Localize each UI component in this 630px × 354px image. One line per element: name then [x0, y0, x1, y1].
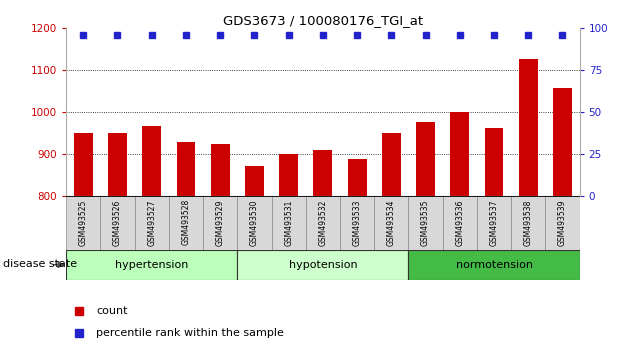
Bar — [546, 196, 580, 250]
Bar — [382, 133, 401, 196]
Text: GSM493527: GSM493527 — [147, 199, 156, 246]
Text: GSM493532: GSM493532 — [318, 199, 328, 246]
Bar — [279, 154, 298, 196]
Bar — [74, 133, 93, 196]
Bar — [416, 122, 435, 196]
Bar — [443, 196, 477, 250]
Bar — [374, 196, 408, 250]
Bar — [348, 159, 367, 196]
Text: GSM493530: GSM493530 — [250, 199, 259, 246]
Text: normotension: normotension — [455, 259, 532, 270]
Bar — [272, 196, 306, 250]
Bar — [108, 133, 127, 196]
Text: GSM493535: GSM493535 — [421, 199, 430, 246]
Bar — [477, 196, 511, 250]
Bar — [238, 250, 408, 280]
Title: GDS3673 / 100080176_TGI_at: GDS3673 / 100080176_TGI_at — [223, 14, 423, 27]
Text: GSM493529: GSM493529 — [215, 199, 225, 246]
Text: count: count — [96, 306, 127, 316]
Bar — [203, 196, 238, 250]
Text: hypotension: hypotension — [289, 259, 357, 270]
Bar — [511, 196, 546, 250]
Bar — [245, 166, 264, 196]
Bar — [408, 196, 443, 250]
Bar — [100, 196, 135, 250]
Bar — [484, 129, 503, 196]
Bar — [238, 196, 272, 250]
Bar — [553, 88, 572, 196]
Bar — [306, 196, 340, 250]
Bar — [450, 113, 469, 196]
Bar — [211, 144, 229, 196]
Bar — [314, 150, 332, 196]
Bar — [66, 250, 238, 280]
Text: GSM493533: GSM493533 — [353, 199, 362, 246]
Bar — [142, 126, 161, 196]
Text: GSM493534: GSM493534 — [387, 199, 396, 246]
Bar — [408, 250, 580, 280]
Text: GSM493525: GSM493525 — [79, 199, 88, 246]
Text: GSM493538: GSM493538 — [524, 199, 533, 246]
Bar — [169, 196, 203, 250]
Text: hypertension: hypertension — [115, 259, 188, 270]
Bar — [176, 142, 195, 196]
Bar — [340, 196, 374, 250]
Bar — [66, 196, 100, 250]
Text: percentile rank within the sample: percentile rank within the sample — [96, 328, 284, 338]
Text: GSM493539: GSM493539 — [558, 199, 567, 246]
Text: GSM493537: GSM493537 — [490, 199, 498, 246]
Bar — [519, 59, 537, 196]
Text: GSM493531: GSM493531 — [284, 199, 293, 246]
Text: GSM493536: GSM493536 — [455, 199, 464, 246]
Text: disease state: disease state — [3, 259, 77, 269]
Bar — [135, 196, 169, 250]
Text: GSM493528: GSM493528 — [181, 199, 190, 245]
Text: GSM493526: GSM493526 — [113, 199, 122, 246]
